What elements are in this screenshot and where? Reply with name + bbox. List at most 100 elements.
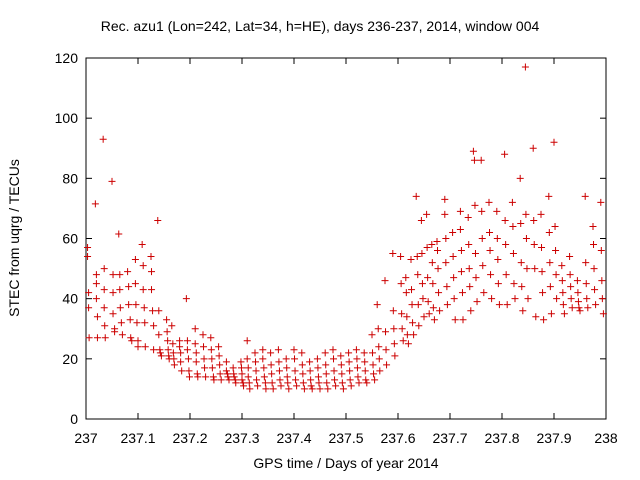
data-point bbox=[176, 337, 184, 345]
data-point bbox=[598, 277, 606, 285]
data-point bbox=[267, 361, 275, 369]
data-point bbox=[163, 316, 171, 324]
y-tick-label: 0 bbox=[70, 411, 78, 427]
data-point bbox=[283, 364, 291, 372]
x-tick-label: 237 bbox=[74, 430, 98, 446]
y-tick-label: 60 bbox=[62, 231, 78, 247]
data-point bbox=[215, 352, 223, 360]
data-point bbox=[441, 195, 449, 203]
data-point bbox=[245, 379, 253, 387]
data-point bbox=[410, 331, 418, 339]
data-point bbox=[347, 382, 355, 390]
data-point bbox=[371, 376, 379, 384]
data-point bbox=[529, 144, 537, 152]
data-point bbox=[246, 385, 254, 393]
data-point bbox=[299, 379, 307, 387]
data-point bbox=[531, 265, 539, 273]
data-point bbox=[191, 325, 199, 333]
data-point bbox=[418, 250, 426, 258]
data-point bbox=[575, 304, 583, 312]
data-point bbox=[567, 295, 575, 303]
data-point bbox=[573, 277, 581, 285]
data-point bbox=[91, 200, 99, 208]
data-point bbox=[184, 355, 192, 363]
data-point bbox=[243, 355, 251, 363]
data-point bbox=[285, 385, 293, 393]
data-point bbox=[369, 349, 377, 357]
data-point bbox=[478, 235, 486, 242]
data-point bbox=[84, 253, 92, 261]
data-point bbox=[576, 307, 584, 315]
data-point bbox=[237, 364, 245, 372]
data-point bbox=[402, 274, 410, 282]
data-point bbox=[408, 301, 416, 309]
data-point bbox=[260, 364, 268, 372]
data-point bbox=[434, 265, 442, 273]
data-point bbox=[237, 358, 245, 366]
data-point bbox=[131, 256, 139, 264]
data-point bbox=[141, 319, 149, 327]
data-point bbox=[238, 370, 246, 378]
data-point bbox=[466, 283, 474, 291]
y-tick-label: 20 bbox=[62, 351, 78, 367]
data-point bbox=[538, 244, 546, 252]
data-point bbox=[223, 370, 231, 378]
data-point bbox=[442, 259, 450, 267]
data-point bbox=[275, 367, 283, 375]
data-point bbox=[546, 259, 554, 267]
data-point bbox=[216, 361, 224, 369]
data-point bbox=[314, 373, 322, 381]
data-point bbox=[345, 349, 353, 357]
data-point bbox=[464, 213, 472, 221]
data-point bbox=[540, 316, 548, 324]
data-point bbox=[131, 280, 139, 288]
data-point bbox=[101, 334, 109, 342]
data-point bbox=[582, 259, 590, 267]
data-point bbox=[381, 277, 389, 285]
data-point bbox=[532, 313, 540, 321]
data-point bbox=[133, 319, 141, 327]
data-point bbox=[360, 349, 368, 357]
data-point bbox=[165, 352, 173, 360]
data-point bbox=[558, 277, 566, 285]
data-point bbox=[207, 334, 215, 342]
data-point bbox=[100, 265, 108, 273]
data-point bbox=[322, 370, 330, 378]
data-point bbox=[524, 295, 532, 303]
data-point bbox=[375, 343, 383, 351]
data-point bbox=[369, 361, 377, 369]
data-point bbox=[459, 316, 467, 324]
data-point bbox=[374, 325, 382, 333]
data-point bbox=[85, 304, 93, 312]
data-point bbox=[244, 364, 252, 372]
data-point bbox=[383, 361, 391, 369]
data-point bbox=[109, 289, 117, 297]
data-point bbox=[200, 355, 208, 363]
data-point bbox=[307, 382, 315, 390]
data-point bbox=[138, 241, 146, 249]
data-point bbox=[291, 367, 299, 375]
data-point bbox=[259, 346, 267, 354]
data-point bbox=[435, 289, 443, 297]
data-point bbox=[276, 376, 284, 384]
data-point bbox=[169, 340, 177, 348]
x-tick-label: 238 bbox=[594, 430, 618, 446]
data-point bbox=[215, 343, 223, 351]
data-point bbox=[316, 385, 324, 393]
y-tick-label: 40 bbox=[62, 291, 78, 307]
data-point bbox=[132, 301, 140, 309]
x-axis-label: GPS time / Days of year 2014 bbox=[253, 455, 439, 471]
data-point bbox=[109, 310, 117, 318]
data-point bbox=[300, 385, 308, 393]
data-point bbox=[208, 364, 216, 372]
data-point bbox=[170, 361, 178, 369]
data-point bbox=[150, 346, 158, 354]
data-point bbox=[222, 358, 230, 366]
data-point bbox=[155, 331, 163, 339]
data-point bbox=[346, 367, 354, 375]
data-point bbox=[434, 247, 442, 255]
data-point bbox=[306, 367, 314, 375]
data-point bbox=[116, 271, 124, 279]
data-point bbox=[486, 228, 494, 236]
data-point bbox=[251, 349, 259, 357]
